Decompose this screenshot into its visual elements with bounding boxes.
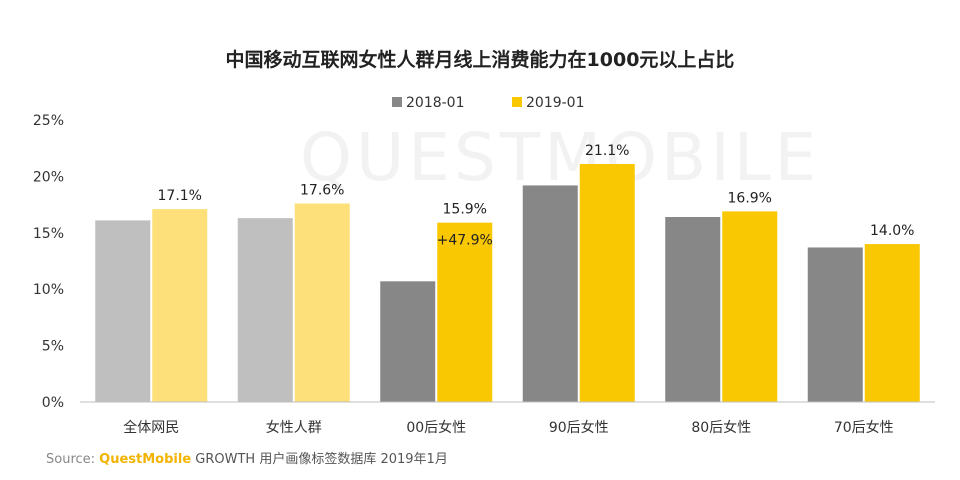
y-tick-label: 0% [42, 395, 64, 411]
bar-2019-01-70后女性 [864, 244, 920, 402]
data-label: 15.9% [443, 202, 487, 218]
bars [95, 163, 920, 402]
data-label: 21.1% [585, 143, 629, 159]
bar-2019-01-全体网民 [152, 209, 208, 402]
bar-2019-01-90后女性 [579, 163, 635, 402]
source-text: GROWTH 用户画像标签数据库 2019年1月 [191, 452, 448, 467]
bar-2018-01-00后女性 [380, 281, 436, 402]
data-label: 16.9% [728, 190, 772, 206]
y-tick-label: 15% [33, 226, 64, 242]
source-prefix: Source: [46, 452, 96, 467]
x-tick-label: 00后女性 [406, 419, 466, 436]
legend-label: 2018-01 [406, 95, 465, 111]
x-tick-label: 70后女性 [834, 419, 894, 436]
legend-label: 2019-01 [526, 95, 585, 111]
source-note: Source: QuestMobile GROWTH 用户画像标签数据库 201… [46, 448, 448, 467]
y-tick-label: 20% [33, 169, 64, 185]
growth-annotation: +47.9% [437, 233, 493, 249]
source-brand: QuestMobile [99, 452, 192, 467]
legend: 2018-01 2019-01 [392, 95, 585, 111]
chart-title: 中国移动互联网女性人群月线上消费能力在1000元以上占比 [226, 48, 735, 71]
data-label: 14.0% [870, 223, 914, 239]
bar-2018-01-90后女性 [522, 185, 578, 402]
x-tick-label: 女性人群 [266, 419, 322, 436]
y-tick-label: 5% [42, 339, 64, 355]
bar-2019-01-80后女性 [722, 211, 778, 402]
x-tick-label: 80后女性 [691, 419, 751, 436]
legend-swatch [512, 97, 522, 107]
bar-2018-01-全体网民 [95, 220, 151, 402]
bar-2019-01-女性人群 [294, 203, 350, 402]
bar-2019-01-00后女性 [437, 222, 493, 402]
y-tick-label: 10% [33, 282, 64, 298]
y-tick-label: 25% [33, 113, 64, 129]
bar-2018-01-70后女性 [807, 247, 863, 402]
value-labels: 17.1% 17.6% 15.9% 21.1% 16.9% 14.0% +47.9% [158, 143, 915, 249]
y-axis: 0% 5% 10% 15% 20% 25% [33, 113, 64, 411]
watermark: QUESTMOBILE [300, 119, 820, 196]
bar-2018-01-80后女性 [665, 217, 721, 402]
x-tick-label: 90后女性 [549, 419, 609, 436]
x-tick-label: 全体网民 [123, 419, 179, 436]
legend-swatch [392, 97, 402, 107]
data-label: 17.6% [300, 182, 344, 198]
bar-2018-01-女性人群 [237, 218, 293, 402]
x-axis: 全体网民 女性人群 00后女性 90后女性 80后女性 70后女性 [80, 401, 935, 436]
data-label: 17.1% [158, 188, 202, 204]
